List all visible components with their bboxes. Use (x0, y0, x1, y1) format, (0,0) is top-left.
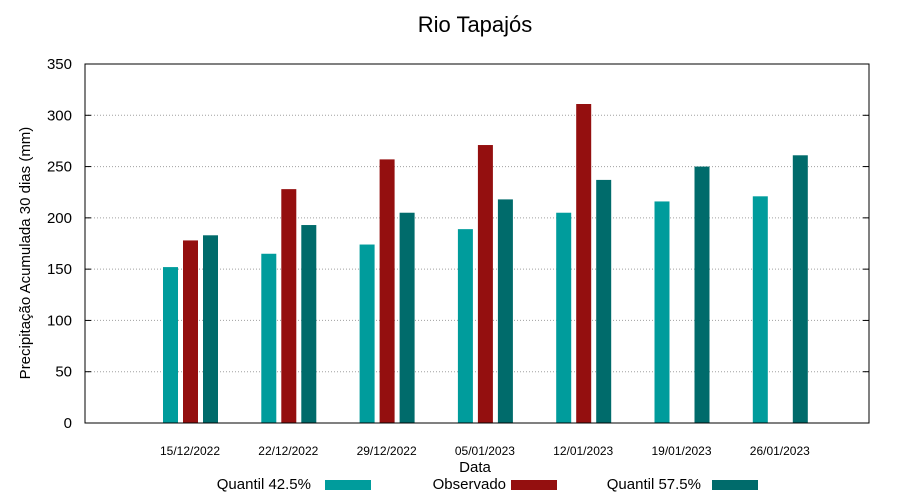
bar (163, 267, 178, 423)
grid-lines (85, 114, 869, 373)
bars (163, 104, 808, 424)
bar (792, 155, 808, 423)
y-tick-label: 300 (47, 107, 72, 124)
y-axis-label: Precipitação Acumulada 30 dias (mm) (17, 127, 34, 380)
bar (556, 212, 572, 423)
x-axis-label: Data (459, 459, 491, 476)
x-tick-label: 22/12/2022 (258, 444, 318, 458)
bar (654, 201, 670, 423)
bar (183, 240, 198, 423)
bar (359, 244, 375, 423)
bar (281, 189, 297, 423)
bar (457, 229, 473, 423)
x-tick-label: 29/12/2022 (357, 444, 417, 458)
legend-swatch (325, 480, 371, 490)
y-tick-label: 50 (55, 364, 72, 381)
y-tick-label: 200 (47, 210, 72, 227)
x-tick-label: 05/01/2023 (455, 444, 515, 458)
bar (752, 196, 768, 423)
legend-swatch (511, 480, 557, 490)
bar (379, 159, 395, 424)
x-tick-label: 15/12/2022 (160, 444, 220, 458)
bar (477, 145, 493, 423)
bar (301, 225, 317, 423)
bar (261, 253, 277, 423)
legend-label: Observado (433, 476, 506, 493)
x-tick-label: 19/01/2023 (651, 444, 711, 458)
x-axis-ticks: 15/12/2022 22/12/2022 29/12/2022 05/01/2023… (160, 444, 810, 458)
y-tick-label: 0 (64, 415, 72, 432)
bar (576, 104, 592, 423)
y-tick-label: 100 (47, 312, 72, 329)
y-axis-ticks: 0 50 100 150 200 250 300 350 (47, 56, 869, 432)
y-tick-label: 250 (47, 159, 72, 176)
y-tick-label: 350 (47, 56, 72, 73)
x-tick-label: 12/01/2023 (553, 444, 613, 458)
legend-swatch (712, 480, 758, 490)
bar (203, 235, 218, 423)
bar (596, 179, 612, 423)
plot-frame (84, 63, 870, 424)
y-tick-label: 150 (47, 261, 72, 278)
bar (399, 212, 415, 423)
chart-title: Rio Tapajós (418, 12, 533, 37)
x-tick-label: 26/01/2023 (750, 444, 810, 458)
legend-label: Quantil 42.5% (217, 476, 311, 493)
bar (497, 199, 513, 423)
bar (694, 166, 710, 424)
legend: Quantil 42.5% Observado Quantil 57.5% (217, 476, 758, 493)
legend-label: Quantil 57.5% (607, 476, 701, 493)
